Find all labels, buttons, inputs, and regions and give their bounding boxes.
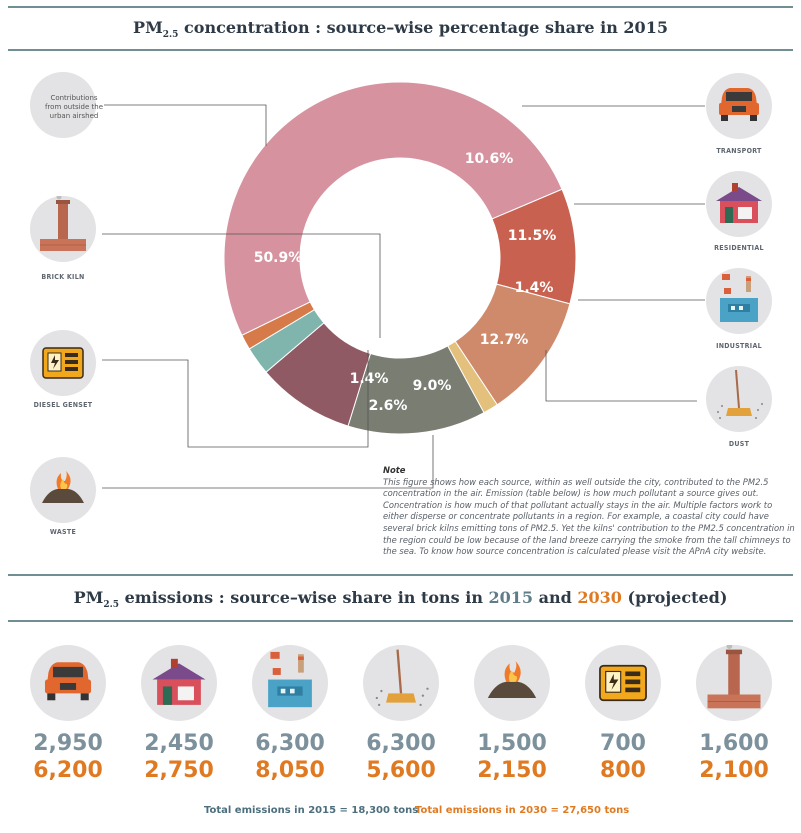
donut-label-diesel-genset: 2.6%: [369, 398, 408, 414]
note-body: This figure shows how each source, withi…: [383, 476, 795, 557]
donut-label-residential: 11.5%: [508, 228, 557, 244]
donut-chart-title: PM2.5 concentration : source–wise percen…: [133, 18, 668, 41]
outside-label: Contributions from outside the urban air…: [44, 94, 104, 120]
donut-label-brick-kiln: 9.0%: [413, 378, 452, 394]
industrial-icon: [706, 268, 772, 334]
dust-icon: [706, 366, 772, 432]
leader-line-dust: [545, 350, 697, 402]
transport-icon: [30, 645, 106, 721]
section-divider: [8, 574, 793, 576]
brick-kiln-2030-value: 2,100: [699, 758, 769, 783]
leader-line-waste: [102, 435, 434, 489]
brick-kiln-icon: [696, 645, 772, 721]
waste-icon: [474, 645, 550, 721]
leader-line-diesel-genset: [102, 350, 369, 448]
title-divider: [8, 49, 793, 51]
note-block: Note This figure shows how each source, …: [383, 465, 795, 558]
waste-label: WASTE: [49, 528, 77, 536]
transport-icon: [706, 73, 772, 139]
waste-2015-value: 1,500: [477, 731, 547, 756]
residential-2015-value: 2,450: [144, 731, 214, 756]
donut-label-dust: 12.7%: [480, 332, 529, 348]
waste-2030-value: 2,150: [477, 758, 547, 783]
industrial-2030-value: 8,050: [255, 758, 325, 783]
waste-icon: [30, 457, 96, 523]
diesel-genset-icon: [585, 645, 661, 721]
donut-slice-outside: [223, 81, 563, 336]
brick-kiln-icon: [30, 196, 96, 262]
donut-slice-waste: [241, 301, 316, 350]
emissions-title: PM2.5 emissions : source–wise share in t…: [73, 588, 728, 611]
emissions-title-divider: [8, 620, 793, 622]
dust-2030-value: 5,600: [366, 758, 436, 783]
diesel-genset-icon: [30, 330, 96, 396]
donut-label-transport: 10.6%: [465, 151, 514, 167]
residential-2030-value: 2,750: [144, 758, 214, 783]
donut-label-industrial: 1.4%: [515, 280, 554, 296]
transport-2015-value: 2,950: [33, 731, 103, 756]
total-2015: Total emissions in 2015 = 18,300 tons: [204, 805, 419, 816]
donut-label-outside: 50.9%: [254, 250, 303, 266]
diesel-genset-label: DIESEL GENSET: [33, 401, 93, 409]
residential-icon: [706, 171, 772, 237]
diesel-genset-2015-value: 700: [600, 731, 646, 756]
dust-label: DUST: [728, 440, 750, 448]
note-heading: Note: [383, 465, 406, 475]
leader-line-outside: [104, 104, 267, 146]
donut-label-waste: 1.4%: [350, 371, 389, 387]
transport-label: TRANSPORT: [716, 147, 762, 155]
dust-2015-value: 6,300: [366, 731, 436, 756]
industrial-icon: [252, 645, 328, 721]
residential-label: RESIDENTIAL: [714, 244, 764, 252]
residential-icon: [141, 645, 217, 721]
outside-icon-circle: [30, 72, 96, 138]
brick-kiln-label: BRICK KILN: [41, 273, 85, 281]
top-rule: [8, 6, 793, 8]
industrial-2015-value: 6,300: [255, 731, 325, 756]
leader-line-brick-kiln: [102, 233, 381, 338]
diesel-genset-2030-value: 800: [600, 758, 646, 783]
dust-icon: [363, 645, 439, 721]
industrial-label: INDUSTRIAL: [716, 342, 762, 350]
total-2030: Total emissions in 2030 = 27,650 tons: [415, 805, 630, 816]
brick-kiln-2015-value: 1,600: [699, 731, 769, 756]
donut-chart: 50.9% 10.6% 11.5% 1.4% 12.7% 9.0% 2.6% 1.4%: [102, 81, 705, 489]
transport-2030-value: 6,200: [33, 758, 103, 783]
